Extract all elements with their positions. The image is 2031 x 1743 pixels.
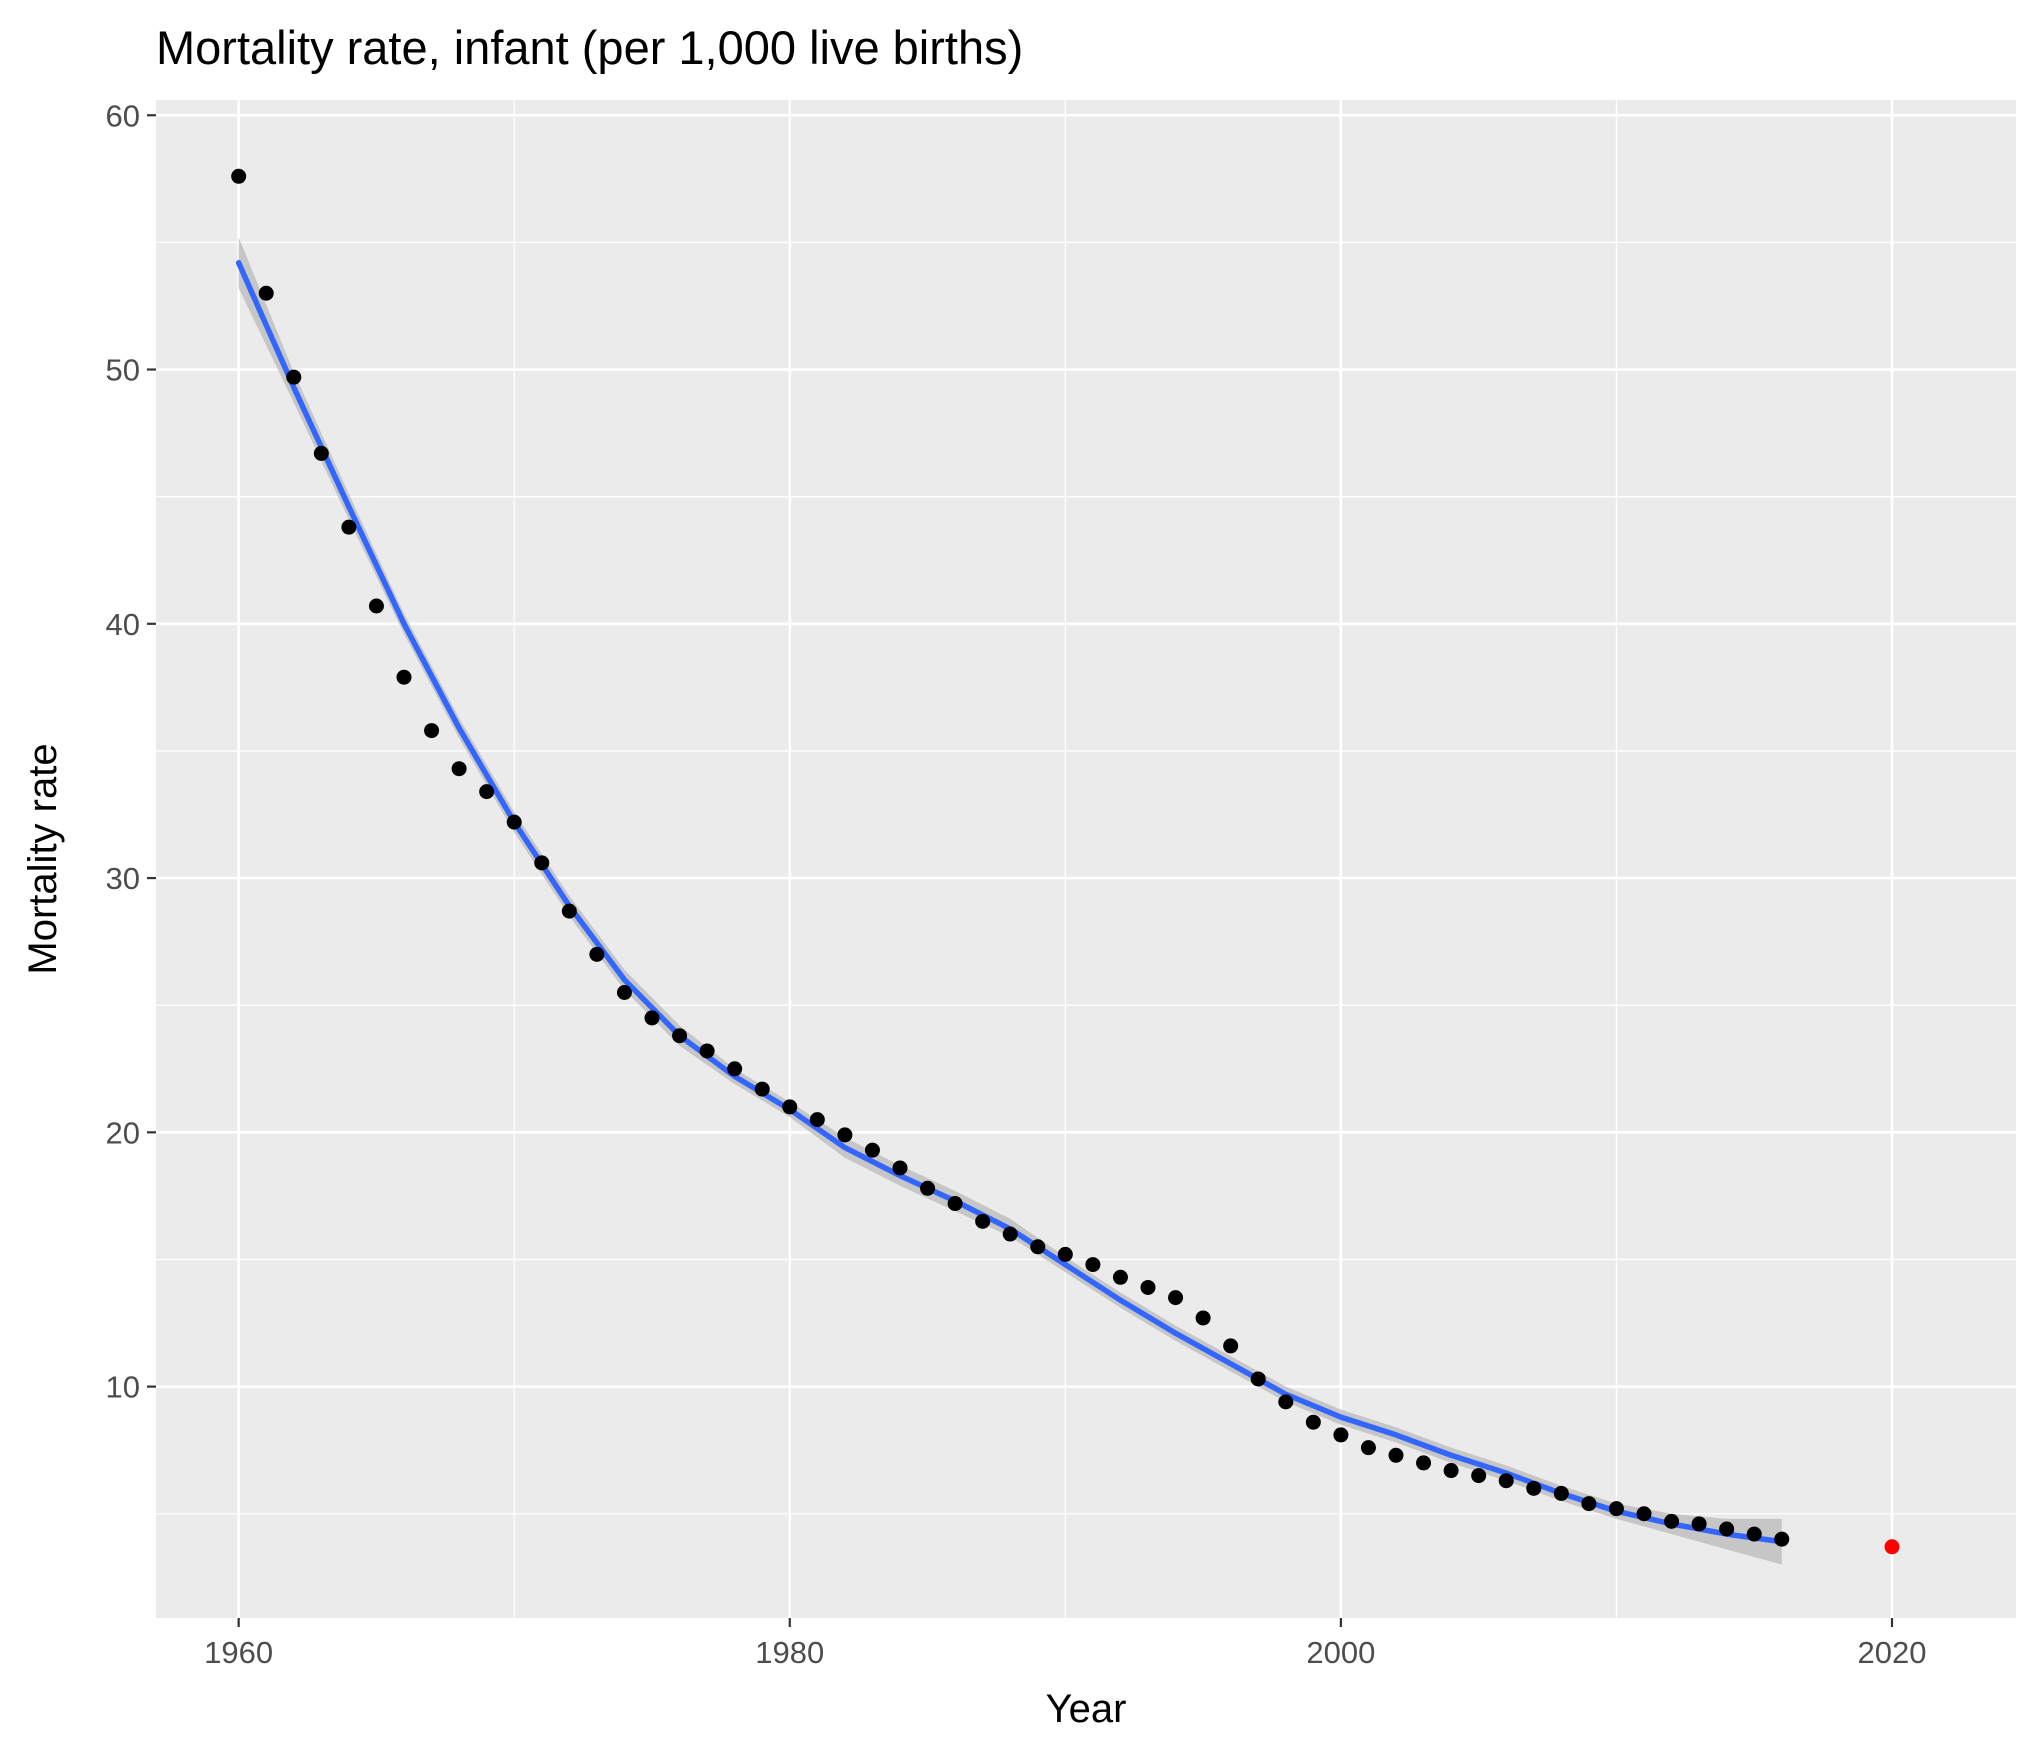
y-tick-label: 20: [106, 1115, 140, 1150]
data-point: [534, 855, 550, 871]
data-point: [975, 1213, 991, 1229]
data-point: [1360, 1440, 1376, 1456]
data-point: [920, 1180, 936, 1196]
data-point: [258, 285, 274, 301]
data-point: [864, 1142, 880, 1158]
data-point: [424, 723, 440, 739]
data-point: [1498, 1473, 1514, 1489]
data-point: [368, 598, 384, 614]
data-point: [1416, 1455, 1432, 1471]
data-point: [1333, 1427, 1349, 1443]
data-point: [1168, 1290, 1184, 1306]
data-point: [1774, 1531, 1790, 1547]
data-point: [451, 761, 467, 777]
data-point: [1388, 1447, 1404, 1463]
data-point: [727, 1061, 743, 1077]
data-point: [396, 669, 412, 685]
data-point: [947, 1196, 963, 1212]
data-point: [1608, 1501, 1624, 1517]
x-axis-title: Year: [1046, 1687, 1127, 1731]
data-point: [672, 1028, 688, 1044]
data-point: [892, 1160, 908, 1176]
data-point: [1085, 1257, 1101, 1273]
data-point: [644, 1010, 660, 1026]
data-points: [231, 168, 1900, 1555]
data-point: [561, 903, 577, 919]
data-point: [231, 168, 247, 184]
data-point: [837, 1127, 853, 1143]
data-point: [1278, 1394, 1294, 1410]
data-point: [1223, 1338, 1239, 1354]
data-point: [1057, 1246, 1073, 1262]
data-point: [782, 1099, 798, 1115]
data-point: [1305, 1414, 1321, 1430]
data-point: [1002, 1226, 1018, 1242]
data-point: [479, 784, 495, 800]
data-point: [809, 1112, 825, 1128]
data-point: [1691, 1516, 1707, 1532]
x-tick-label: 2020: [1858, 1635, 1927, 1670]
data-point: [286, 369, 302, 385]
data-point: [1746, 1526, 1762, 1542]
y-tick-label: 60: [106, 98, 140, 133]
data-point: [1719, 1521, 1735, 1537]
data-point: [1195, 1310, 1211, 1326]
y-tick-label: 10: [106, 1370, 140, 1405]
data-point: [1443, 1463, 1459, 1479]
data-point: [1664, 1513, 1680, 1529]
data-point: [506, 814, 522, 830]
y-tick-label: 30: [106, 861, 140, 896]
data-point: [1030, 1239, 1046, 1255]
plot-panel: [156, 100, 2016, 1618]
data-point: [341, 519, 357, 535]
data-point: [1112, 1269, 1128, 1285]
x-tick-label: 1980: [755, 1635, 824, 1670]
data-point: [1636, 1506, 1652, 1522]
data-point: [1140, 1279, 1156, 1295]
data-point: [313, 445, 329, 461]
x-tick-label: 1960: [204, 1635, 273, 1670]
data-point: [1526, 1480, 1542, 1496]
axes: 1960 1980 2000 2020 10 20 30 40 50 60: [106, 98, 1927, 1670]
x-tick-label: 2000: [1306, 1635, 1375, 1670]
grid-lines: [156, 100, 2016, 1618]
data-point: [1581, 1496, 1597, 1512]
y-tick-label: 40: [106, 607, 140, 642]
data-point: [1553, 1485, 1569, 1501]
data-point: [699, 1043, 715, 1059]
highlight-point: [1884, 1539, 1900, 1555]
data-point: [616, 984, 632, 1000]
data-point: [754, 1081, 770, 1097]
data-point: [1471, 1468, 1487, 1484]
data-point: [589, 946, 605, 962]
chart-title: Mortality rate, infant (per 1,000 live b…: [156, 21, 1023, 74]
data-point: [1250, 1371, 1266, 1387]
y-tick-label: 50: [106, 353, 140, 388]
y-axis-title: Mortality rate: [21, 743, 65, 974]
